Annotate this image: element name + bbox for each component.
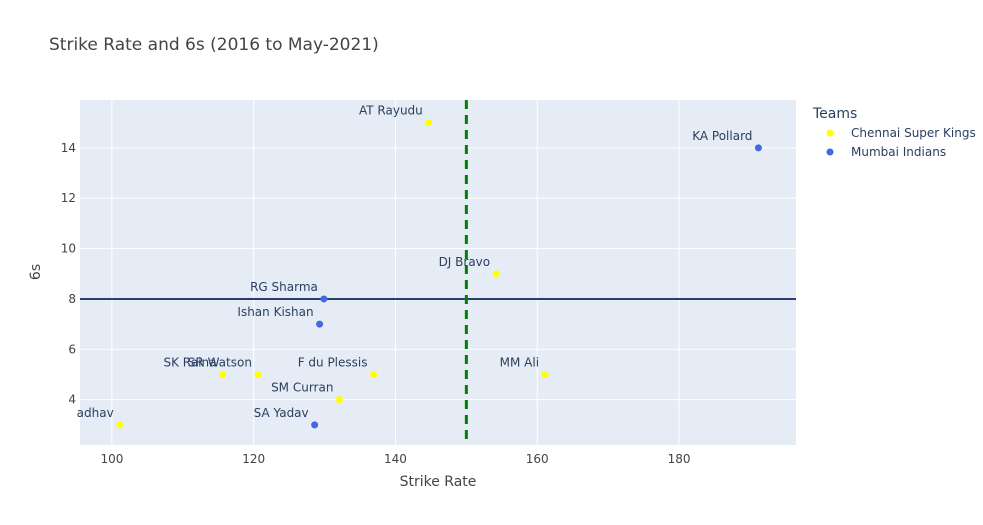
- y-tick-label: 12: [61, 191, 76, 205]
- chart-title: Strike Rate and 6s (2016 to May-2021): [49, 35, 379, 55]
- point-rg-sharma[interactable]: [320, 295, 328, 303]
- legend-label-mumbai-indians: Mumbai Indians: [851, 145, 946, 159]
- point-label-adhav: adhav: [77, 406, 114, 420]
- point-label-ishan-kishan: Ishan Kishan: [237, 305, 313, 319]
- point-label-f-du-plessis: F du Plessis: [298, 355, 368, 369]
- point-label-mm-ali: MM Ali: [500, 355, 539, 369]
- y-tick-label: 6: [68, 342, 76, 356]
- legend-marker-mumbai-indians: [826, 148, 834, 156]
- legend-item-chennai-super-kings[interactable]: Chennai Super Kings: [826, 126, 976, 140]
- point-label-rg-sharma: RG Sharma: [250, 280, 318, 294]
- point-label-dj-bravo: DJ Bravo: [439, 255, 491, 269]
- point-label-ka-pollard: KA Pollard: [692, 129, 752, 143]
- point-adhav[interactable]: [116, 421, 124, 429]
- y-tick-label: 14: [61, 141, 76, 155]
- plot-area: [80, 100, 796, 445]
- point-label-sk-raina: SK Raina: [163, 355, 216, 369]
- point-at-rayudu[interactable]: [425, 119, 433, 127]
- y-axis-title: 6s: [28, 264, 44, 280]
- point-label-sm-curran: SM Curran: [271, 381, 333, 395]
- legend-item-mumbai-indians[interactable]: Mumbai Indians: [826, 145, 947, 159]
- point-labels: AT Rayudu DJ Bravo MM Ali F du Plessis SM Cu…: [77, 104, 753, 420]
- point-label-sa-yadav: SA Yadav: [254, 406, 309, 420]
- point-sa-yadav[interactable]: [311, 421, 319, 429]
- x-tick-label: 180: [668, 452, 691, 466]
- point-label-at-rayudu: AT Rayudu: [359, 104, 423, 118]
- x-axis-title: Strike Rate: [400, 474, 477, 490]
- x-tick-label: 100: [100, 452, 123, 466]
- point-label-sr-watson: SR Watson: [188, 355, 252, 369]
- y-tick-label: 8: [68, 292, 76, 306]
- point-sm-curran[interactable]: [335, 396, 343, 404]
- point-ishan-kishan[interactable]: [316, 320, 324, 328]
- grid-lines: [80, 100, 796, 445]
- x-tick-label: 120: [242, 452, 265, 466]
- legend-label-chennai-super-kings: Chennai Super Kings: [851, 126, 976, 140]
- point-sk-raina[interactable]: [218, 370, 226, 378]
- y-tick-label: 4: [68, 393, 76, 407]
- x-tick-label: 140: [384, 452, 407, 466]
- x-tick-label: 160: [526, 452, 549, 466]
- x-axis-ticks: 100 120 140 160 180: [100, 452, 690, 466]
- y-tick-label: 10: [61, 242, 76, 256]
- legend: Teams Chennai Super Kings Mumbai Indians: [812, 106, 976, 159]
- reference-lines: [80, 100, 796, 445]
- point-ka-pollard[interactable]: [754, 144, 762, 152]
- legend-title: Teams: [812, 106, 857, 122]
- point-mm-ali[interactable]: [541, 370, 549, 378]
- point-dj-bravo[interactable]: [492, 270, 500, 278]
- data-points: [116, 119, 762, 429]
- point-f-du-plessis[interactable]: [369, 370, 377, 378]
- point-sr-watson[interactable]: [254, 370, 262, 378]
- y-axis-ticks: 4 6 8 10 12 14: [61, 141, 76, 407]
- legend-marker-chennai-super-kings: [826, 129, 834, 137]
